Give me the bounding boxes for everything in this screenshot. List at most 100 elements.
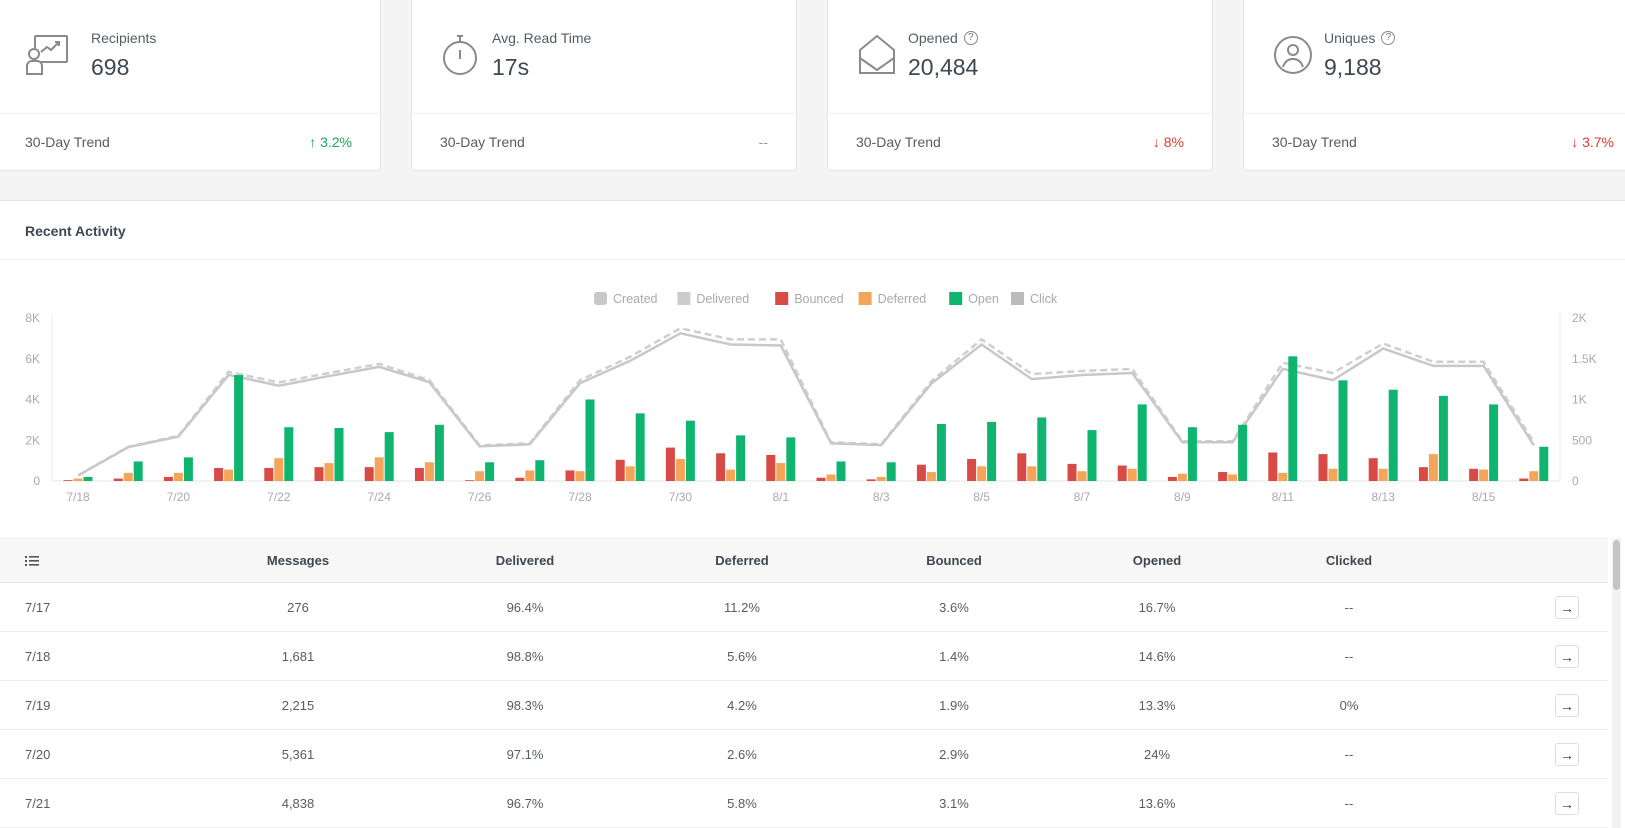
- x-axis-tick: 7/24: [368, 490, 392, 504]
- bar-deferred: [926, 472, 936, 481]
- bar-deferred: [123, 472, 133, 481]
- help-icon[interactable]: ?: [1381, 31, 1396, 45]
- cell-delivered: 98.8%: [506, 648, 544, 664]
- bar-deferred: [625, 466, 635, 481]
- column-header-messages[interactable]: Messages: [266, 553, 330, 568]
- bar-open: [1087, 430, 1097, 481]
- bar-deferred: [173, 472, 183, 481]
- bar-bounced: [916, 464, 926, 481]
- bar-open: [585, 399, 595, 481]
- bar-bounced: [1167, 476, 1177, 481]
- bar-open: [485, 462, 495, 481]
- bar-open: [334, 428, 344, 481]
- table-row[interactable]: 7/20 5,361 97.1% 2.6% 2.9% 24% -- →: [0, 730, 1608, 779]
- bar-open: [284, 427, 294, 481]
- bar-deferred: [324, 463, 334, 481]
- row-detail-button[interactable]: →: [1555, 743, 1579, 766]
- cell-deferred: 5.6%: [727, 648, 757, 664]
- cell-opened: 16.7%: [1138, 599, 1176, 615]
- cell-messages: 2,215: [281, 697, 315, 713]
- right-axis-tick: 500: [1572, 433, 1592, 447]
- cell-opened: 13.3%: [1138, 697, 1176, 713]
- table-row[interactable]: 7/19 2,215 98.3% 4.2% 1.9% 13.3% 0% →: [0, 681, 1608, 730]
- bar-deferred: [1278, 472, 1288, 481]
- cell-bounced: 3.1%: [939, 795, 969, 811]
- bar-deferred: [1177, 473, 1187, 481]
- cell-delivered: 97.1%: [506, 746, 544, 762]
- help-icon[interactable]: ?: [963, 31, 978, 45]
- arrow-up-icon: ↑: [309, 134, 321, 150]
- row-detail-button[interactable]: →: [1555, 596, 1579, 619]
- open-envelope-icon: [856, 32, 902, 78]
- bar-deferred: [1529, 471, 1539, 481]
- activity-chart: 0 2K 4K 6K 8K 0 500 1K 1.5K 2K 7/18 7/20 7/22 7/24 7/2…: [25, 292, 1597, 504]
- x-axis-tick: 7/30: [669, 490, 693, 504]
- bar-open: [183, 457, 193, 481]
- arrow-right-icon: →: [1560, 795, 1574, 812]
- row-date: 7/19: [25, 697, 51, 713]
- column-header-opened[interactable]: Opened: [1132, 553, 1182, 568]
- table-row[interactable]: 7/21 4,838 96.7% 5.8% 3.1% 13.6% -- →: [0, 779, 1608, 828]
- column-header-bounced[interactable]: Bounced: [926, 553, 982, 568]
- left-axis-tick: 8K: [25, 311, 40, 325]
- row-detail-button[interactable]: →: [1555, 645, 1579, 668]
- legend-item-click[interactable]: Click: [1030, 292, 1058, 306]
- column-header-delivered[interactable]: Delivered: [495, 553, 555, 568]
- bar-deferred: [876, 476, 886, 481]
- bar-deferred: [525, 470, 535, 481]
- cell-bounced: 2.9%: [939, 746, 969, 762]
- trend-value: ↓ 8%: [1152, 134, 1184, 150]
- table-header: Messages Delivered Deferred Bounced Opened Cl…: [0, 538, 1608, 583]
- x-axis-tick: 8/5: [973, 490, 990, 504]
- legend-item-bounced[interactable]: Bounced: [794, 292, 843, 306]
- bar-open: [635, 413, 645, 481]
- bar-deferred: [224, 469, 234, 481]
- bar-deferred: [726, 469, 736, 481]
- legend-item-created[interactable]: Created: [613, 292, 658, 306]
- cell-clicked: 0%: [1339, 697, 1359, 713]
- cell-clicked: --: [1344, 599, 1354, 615]
- bar-bounced: [665, 447, 675, 481]
- bar-bounced: [565, 470, 575, 481]
- legend-item-open[interactable]: Open: [968, 292, 999, 306]
- table-row[interactable]: 7/18 1,681 98.8% 5.6% 1.4% 14.6% -- →: [0, 632, 1608, 681]
- column-header-deferred[interactable]: Deferred: [715, 553, 769, 568]
- bar-bounced: [866, 479, 876, 481]
- bar-deferred: [1378, 468, 1388, 481]
- stat-card-avg-read-time: Avg. Read Time 17s 30-Day Trend --: [411, 0, 797, 171]
- legend-item-delivered[interactable]: Delivered: [696, 292, 749, 306]
- cell-messages: 276: [287, 599, 309, 615]
- legend-item-deferred[interactable]: Deferred: [878, 292, 927, 306]
- table-row[interactable]: 7/17 276 96.4% 11.2% 3.6% 16.7% -- →: [0, 583, 1608, 632]
- row-date: 7/18: [25, 648, 51, 664]
- bar-bounced: [1469, 468, 1479, 481]
- panel-title: Recent Activity: [25, 223, 126, 239]
- bar-bounced: [1117, 465, 1127, 481]
- x-axis-tick: 7/20: [167, 490, 191, 504]
- divider: [0, 113, 380, 114]
- bar-deferred: [776, 463, 786, 481]
- bar-deferred: [1328, 468, 1338, 481]
- row-detail-button[interactable]: →: [1555, 694, 1579, 717]
- row-detail-button[interactable]: →: [1555, 792, 1579, 815]
- recent-activity-panel: Recent Activity 0 2K 4K 6K 8K 0 500 1K 1.5K 2K 7/1…: [0, 200, 1625, 828]
- bar-bounced: [1218, 472, 1228, 481]
- trend-label: 30-Day Trend: [856, 134, 941, 150]
- cell-bounced: 1.4%: [939, 648, 969, 664]
- right-axis-tick: 1K: [1572, 393, 1587, 407]
- legend-swatch-bounced: [775, 292, 789, 305]
- cell-clicked: --: [1344, 746, 1354, 762]
- scrollbar-track[interactable]: [1612, 538, 1621, 828]
- bar-open: [1238, 424, 1248, 481]
- stat-label: Uniques?: [1324, 30, 1396, 46]
- bar-open: [786, 437, 796, 481]
- column-menu-icon[interactable]: [25, 539, 185, 582]
- bar-bounced: [163, 476, 173, 481]
- right-axis-tick: 2K: [1572, 311, 1587, 325]
- trend-value: --: [758, 134, 768, 150]
- scrollbar-thumb[interactable]: [1613, 540, 1620, 590]
- bar-deferred: [977, 466, 987, 481]
- arrow-right-icon: →: [1560, 746, 1574, 763]
- cell-delivered: 96.7%: [506, 795, 544, 811]
- column-header-clicked[interactable]: Clicked: [1325, 553, 1373, 568]
